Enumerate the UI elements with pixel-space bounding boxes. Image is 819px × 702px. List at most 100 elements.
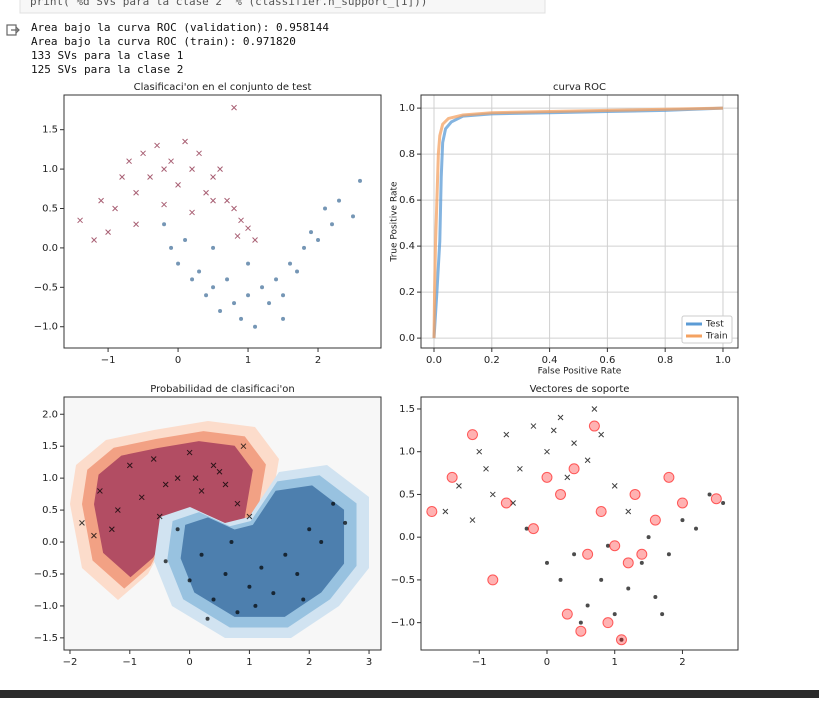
support-vector	[575, 625, 587, 637]
point	[247, 584, 252, 589]
point	[223, 571, 228, 576]
point	[239, 316, 244, 321]
point	[218, 308, 223, 313]
x-tick-label: 3	[366, 657, 372, 668]
y-tick-label: −1.0	[391, 618, 415, 629]
point	[79, 520, 85, 526]
y-tick-label: −1.5	[34, 633, 58, 644]
point	[295, 571, 300, 576]
point	[147, 174, 153, 180]
point	[138, 494, 145, 501]
point	[557, 414, 564, 421]
code-cell[interactable]	[19, 0, 546, 14]
output-line: 133 SVs para la clase 1	[31, 49, 183, 62]
support-vector	[602, 617, 614, 629]
axes-frame	[63, 396, 382, 651]
legend-label: Train	[705, 332, 728, 342]
point	[140, 150, 146, 157]
point	[162, 481, 169, 488]
code-line: print('%d SVs para la clase 2' % (classi…	[30, 0, 427, 8]
point	[108, 526, 115, 533]
point	[246, 261, 251, 266]
point	[302, 245, 307, 250]
point	[351, 214, 356, 219]
support-vector	[649, 514, 661, 526]
y-tick-label: 0.0	[42, 537, 58, 548]
point	[210, 174, 216, 180]
point	[162, 222, 167, 227]
point	[210, 462, 217, 469]
y-tick-label: 2.0	[42, 409, 58, 420]
point	[456, 483, 462, 489]
point	[175, 181, 181, 188]
y-tick-label: 0.5	[42, 505, 58, 516]
probability-contours	[70, 421, 369, 638]
support-vector	[609, 540, 621, 552]
point	[133, 189, 139, 196]
support-vector	[555, 488, 567, 500]
x-tick-label: 0	[175, 355, 181, 366]
point	[150, 456, 157, 462]
point	[91, 237, 97, 243]
point	[316, 238, 321, 243]
x-tick-label: 0.4	[542, 355, 558, 366]
point	[168, 158, 174, 165]
point	[530, 423, 537, 429]
point	[222, 481, 229, 488]
y-tick-label: 0.0	[399, 333, 415, 344]
y-tick-label: −0.5	[391, 575, 415, 586]
support-vector	[615, 634, 627, 646]
point	[253, 603, 258, 608]
point	[544, 560, 549, 565]
x-tick-label: −1	[472, 657, 487, 668]
point	[189, 166, 195, 172]
point	[235, 610, 240, 615]
point	[126, 158, 132, 165]
y-tick-label: 1.5	[42, 441, 58, 452]
x-tick-label: 1.0	[715, 355, 731, 366]
point	[97, 488, 103, 494]
point	[288, 261, 293, 266]
point	[252, 237, 258, 243]
point	[205, 616, 210, 621]
y-tick-label: 1.0	[399, 447, 415, 458]
point	[578, 620, 583, 625]
point	[198, 488, 205, 494]
y-tick-label: 1.5	[42, 125, 58, 136]
y-tick-label: 1.0	[42, 164, 58, 175]
point	[625, 508, 632, 515]
point	[245, 225, 251, 232]
y-tick-label: 0.0	[42, 243, 58, 254]
roc-line	[432, 106, 724, 339]
chart-title: Probabilidad de clasificaci'on	[150, 384, 295, 395]
point	[234, 500, 241, 507]
point	[612, 612, 617, 617]
point	[197, 269, 202, 274]
point	[156, 513, 163, 520]
point	[544, 448, 550, 455]
roc-line	[432, 106, 724, 339]
point	[295, 269, 300, 274]
point	[271, 591, 276, 596]
point	[211, 597, 216, 602]
point	[358, 178, 363, 183]
x-tick-label: 1	[246, 657, 252, 668]
output-icon[interactable]	[6, 24, 20, 36]
point	[323, 206, 328, 211]
point	[331, 501, 336, 506]
point	[572, 552, 577, 557]
point	[626, 586, 631, 591]
point	[224, 197, 230, 204]
point	[584, 457, 591, 464]
support-vector	[500, 497, 512, 509]
point	[114, 507, 121, 513]
point	[211, 245, 216, 250]
support-vector	[663, 471, 675, 483]
output-line: Area bajo la curva ROC (validation): 0.9…	[31, 21, 329, 34]
x-tick-label: 2	[306, 657, 312, 668]
x-tick-label: 0.2	[484, 355, 500, 366]
point	[524, 526, 529, 531]
y-tick-label: 0.2	[399, 287, 415, 298]
